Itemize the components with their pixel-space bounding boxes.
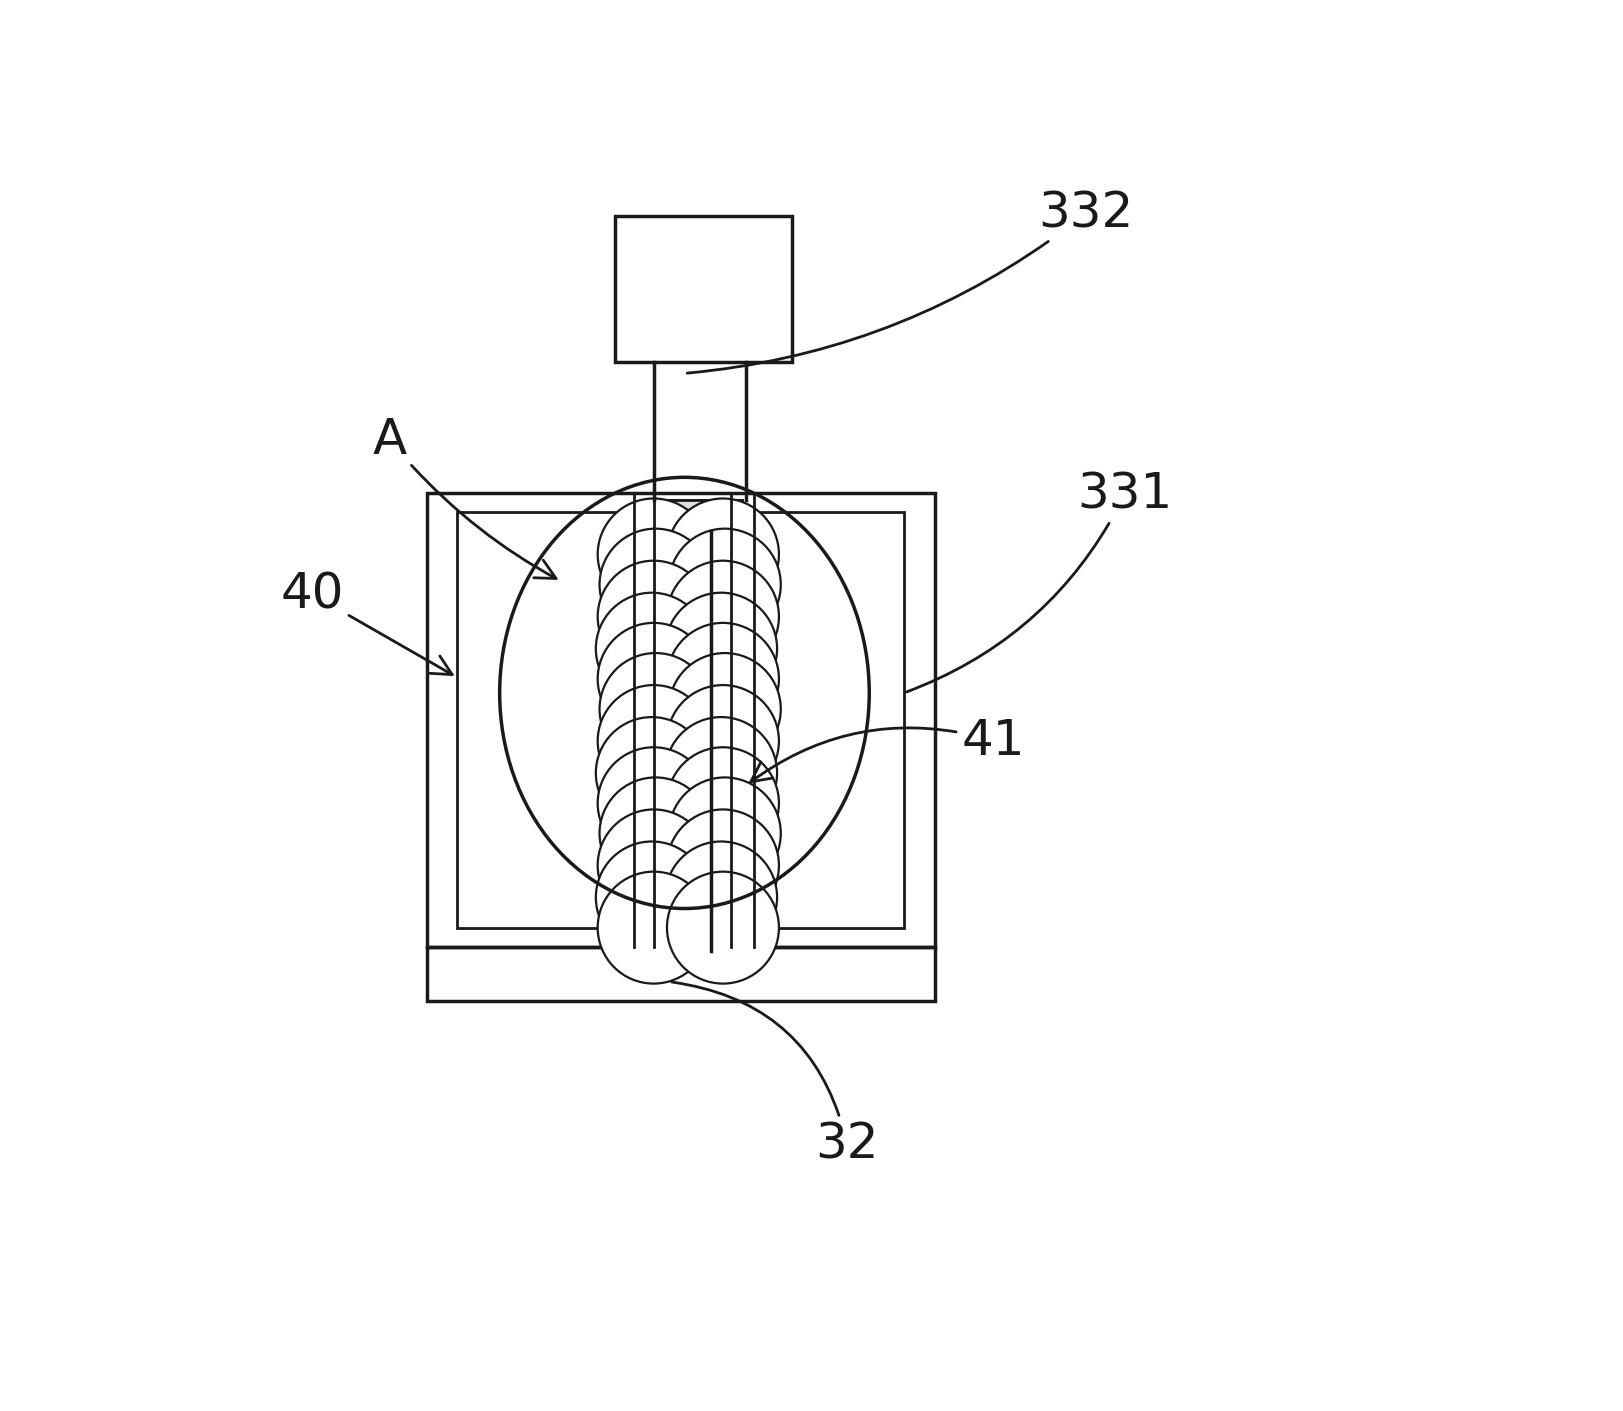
- Ellipse shape: [652, 576, 729, 595]
- Circle shape: [667, 748, 779, 859]
- Ellipse shape: [649, 919, 725, 937]
- Circle shape: [665, 717, 777, 830]
- Ellipse shape: [649, 545, 725, 564]
- Text: 32: 32: [672, 982, 878, 1168]
- Circle shape: [596, 841, 708, 954]
- Circle shape: [597, 748, 709, 859]
- Bar: [427, 492, 935, 947]
- Bar: [641, 501, 742, 528]
- Bar: [641, 501, 742, 528]
- Ellipse shape: [652, 700, 729, 720]
- Circle shape: [597, 622, 709, 735]
- Circle shape: [597, 560, 709, 673]
- Circle shape: [597, 686, 709, 797]
- Circle shape: [597, 810, 709, 921]
- Ellipse shape: [649, 731, 725, 751]
- Text: 41: 41: [750, 717, 1024, 782]
- Text: 332: 332: [687, 189, 1133, 373]
- Bar: [458, 512, 904, 928]
- Circle shape: [669, 777, 781, 889]
- Ellipse shape: [648, 762, 724, 782]
- Ellipse shape: [649, 793, 725, 813]
- Circle shape: [596, 717, 708, 830]
- Bar: [615, 216, 792, 361]
- Circle shape: [599, 529, 711, 641]
- Text: 40: 40: [281, 570, 451, 674]
- Circle shape: [665, 593, 777, 704]
- Circle shape: [599, 777, 711, 889]
- Circle shape: [667, 872, 779, 983]
- Circle shape: [597, 498, 709, 611]
- Circle shape: [596, 593, 708, 704]
- Ellipse shape: [648, 888, 724, 906]
- Circle shape: [599, 653, 711, 765]
- Ellipse shape: [652, 824, 729, 844]
- Text: A: A: [372, 416, 555, 579]
- Text: 331: 331: [906, 470, 1172, 691]
- Circle shape: [667, 810, 779, 921]
- Circle shape: [669, 529, 781, 641]
- Ellipse shape: [649, 607, 725, 626]
- Circle shape: [667, 560, 779, 673]
- Ellipse shape: [648, 638, 724, 658]
- Circle shape: [667, 622, 779, 735]
- Bar: [427, 947, 935, 1000]
- Ellipse shape: [649, 669, 725, 689]
- Circle shape: [669, 653, 781, 765]
- Circle shape: [667, 686, 779, 797]
- Circle shape: [665, 841, 777, 954]
- Ellipse shape: [649, 855, 725, 875]
- Circle shape: [597, 872, 709, 983]
- Circle shape: [667, 498, 779, 611]
